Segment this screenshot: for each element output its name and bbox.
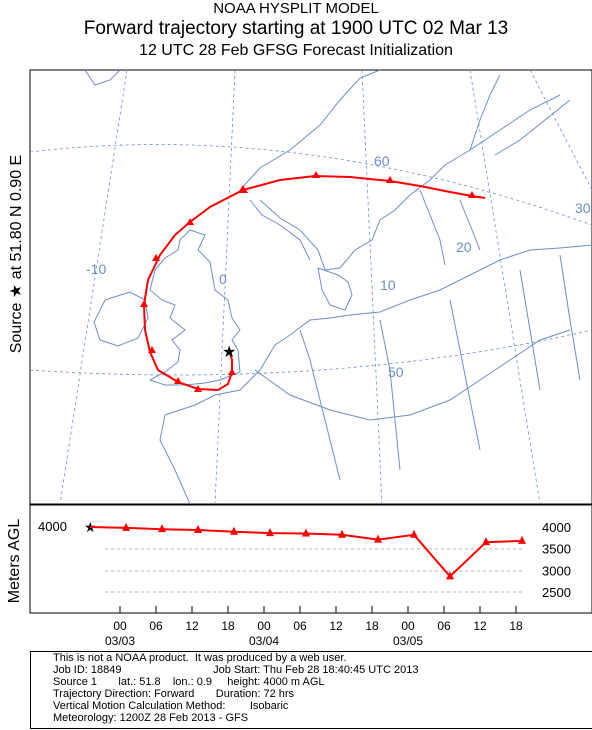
grid-label-lon-minus10: -10 bbox=[86, 261, 106, 277]
time-tick-label: 06 bbox=[437, 619, 451, 633]
job-id-line: Job ID: 18849 Job Start: Thu Feb 28 18:4… bbox=[53, 664, 419, 676]
trajectory-path bbox=[142, 174, 486, 392]
height-panel-frame bbox=[29, 504, 592, 614]
trajectory-marker bbox=[194, 385, 202, 392]
height-marker bbox=[266, 528, 274, 537]
grid-label-lon-20: 20 bbox=[456, 239, 472, 255]
height-marker bbox=[230, 526, 238, 535]
chart-subtitle: Forward trajectory starting at 1900 UTC … bbox=[83, 18, 509, 39]
trajectory-marker bbox=[468, 191, 476, 198]
height-marker bbox=[482, 537, 490, 546]
trajectory-marker bbox=[174, 377, 182, 384]
map-frame bbox=[29, 69, 592, 505]
source-star: ★ bbox=[222, 344, 236, 361]
height-marker bbox=[410, 529, 418, 538]
meridian-minus10 bbox=[59, 69, 128, 505]
height-marker bbox=[338, 529, 346, 538]
time-tick-label: 12 bbox=[329, 619, 343, 633]
grid-label-lat-50: 50 bbox=[388, 364, 404, 380]
meteorology-line: Meteorology: 1200Z 28 Feb 2013 - GFS bbox=[53, 712, 249, 724]
height-marker bbox=[518, 535, 526, 544]
coast-finland bbox=[469, 74, 571, 156]
height-marker bbox=[446, 571, 454, 580]
height-marker bbox=[302, 528, 310, 537]
time-tick-label: 18 bbox=[365, 619, 379, 633]
country-borders bbox=[254, 254, 581, 481]
trajectory-marker bbox=[312, 171, 320, 178]
coast-great-britain bbox=[148, 229, 241, 386]
coast-iceland-hint bbox=[84, 69, 121, 86]
date-label: 03/05 bbox=[393, 634, 423, 648]
height-marker bbox=[374, 534, 382, 543]
y-tick-label: 2500 bbox=[542, 585, 571, 600]
job-info-box: This is not a NOAA product. It was produ… bbox=[30, 651, 592, 729]
time-tick-label: 00 bbox=[401, 619, 415, 633]
chart-title: NOAA HYSPLIT MODEL bbox=[213, 0, 379, 17]
trajectory-marker bbox=[386, 176, 394, 183]
coast-scandinavia bbox=[239, 69, 561, 271]
chart-initialization: 12 UTC 28 Feb GFSG Forecast Initializati… bbox=[139, 42, 453, 59]
coast-baltic bbox=[419, 189, 481, 266]
disclaimer-line: This is not a NOAA product. It was produ… bbox=[53, 652, 347, 664]
source-height-label: 4000 bbox=[38, 519, 67, 534]
trajectory-marker bbox=[228, 368, 236, 375]
trajectory-marker bbox=[238, 185, 248, 193]
trajectory-markers bbox=[140, 171, 476, 392]
meridian-30 bbox=[529, 69, 592, 191]
height-marker bbox=[122, 522, 130, 531]
coast-france-west bbox=[159, 414, 191, 505]
y-tick-label: 4000 bbox=[542, 520, 571, 535]
trajectory-marker bbox=[186, 218, 194, 225]
source-line: Source 1 lat.: 51.8 lon.: 0.9 height: 40… bbox=[53, 676, 325, 688]
date-label: 03/04 bbox=[249, 634, 279, 648]
grid-label-lon-30: 30 bbox=[575, 200, 591, 216]
grid-label-lon-10: 10 bbox=[380, 277, 396, 293]
coast-ireland bbox=[93, 291, 149, 347]
height-marker bbox=[194, 525, 202, 534]
grid-label-lat-60: 60 bbox=[374, 153, 390, 169]
grid-label-lon-0: 0 bbox=[219, 271, 227, 287]
height-marker bbox=[158, 524, 166, 533]
parallel-60 bbox=[29, 144, 592, 226]
meridian-20 bbox=[469, 69, 541, 505]
trajectory-marker bbox=[140, 300, 148, 307]
time-tick-label: 12 bbox=[473, 619, 487, 633]
time-tick-label: 00 bbox=[113, 619, 127, 633]
time-tick-label: 18 bbox=[509, 619, 523, 633]
time-axis: 00 06 12 18 00 06 12 18 00 06 12 18 03/03 03/04 03/05 bbox=[105, 606, 523, 648]
time-tick-label: 12 bbox=[185, 619, 199, 633]
coast-denmark bbox=[317, 267, 353, 311]
time-tick-label: 06 bbox=[149, 619, 163, 633]
date-label: 03/03 bbox=[105, 634, 135, 648]
time-tick-label: 18 bbox=[221, 619, 235, 633]
graticule bbox=[29, 69, 592, 505]
y-tick-label: 3000 bbox=[542, 563, 571, 578]
time-tick-label: 06 bbox=[293, 619, 307, 633]
time-tick-label: 00 bbox=[257, 619, 271, 633]
trajectory-marker bbox=[152, 254, 160, 261]
vertical-motion-line: Vertical Motion Calculation Method: Isob… bbox=[53, 700, 289, 712]
coast-norway-west bbox=[249, 199, 311, 261]
trajectory-marker bbox=[148, 346, 156, 353]
y-tick-label: 3500 bbox=[542, 542, 571, 557]
height-gridlines bbox=[105, 548, 524, 593]
meridian-10 bbox=[361, 69, 383, 505]
parallel-50 bbox=[29, 329, 592, 376]
meridian-0 bbox=[214, 69, 236, 505]
coast-continent bbox=[164, 244, 592, 416]
map-area: -10 0 10 20 30 60 50 bbox=[29, 69, 592, 505]
coastlines bbox=[84, 69, 592, 505]
direction-line: Trajectory Direction: Forward Duration: … bbox=[53, 688, 295, 700]
